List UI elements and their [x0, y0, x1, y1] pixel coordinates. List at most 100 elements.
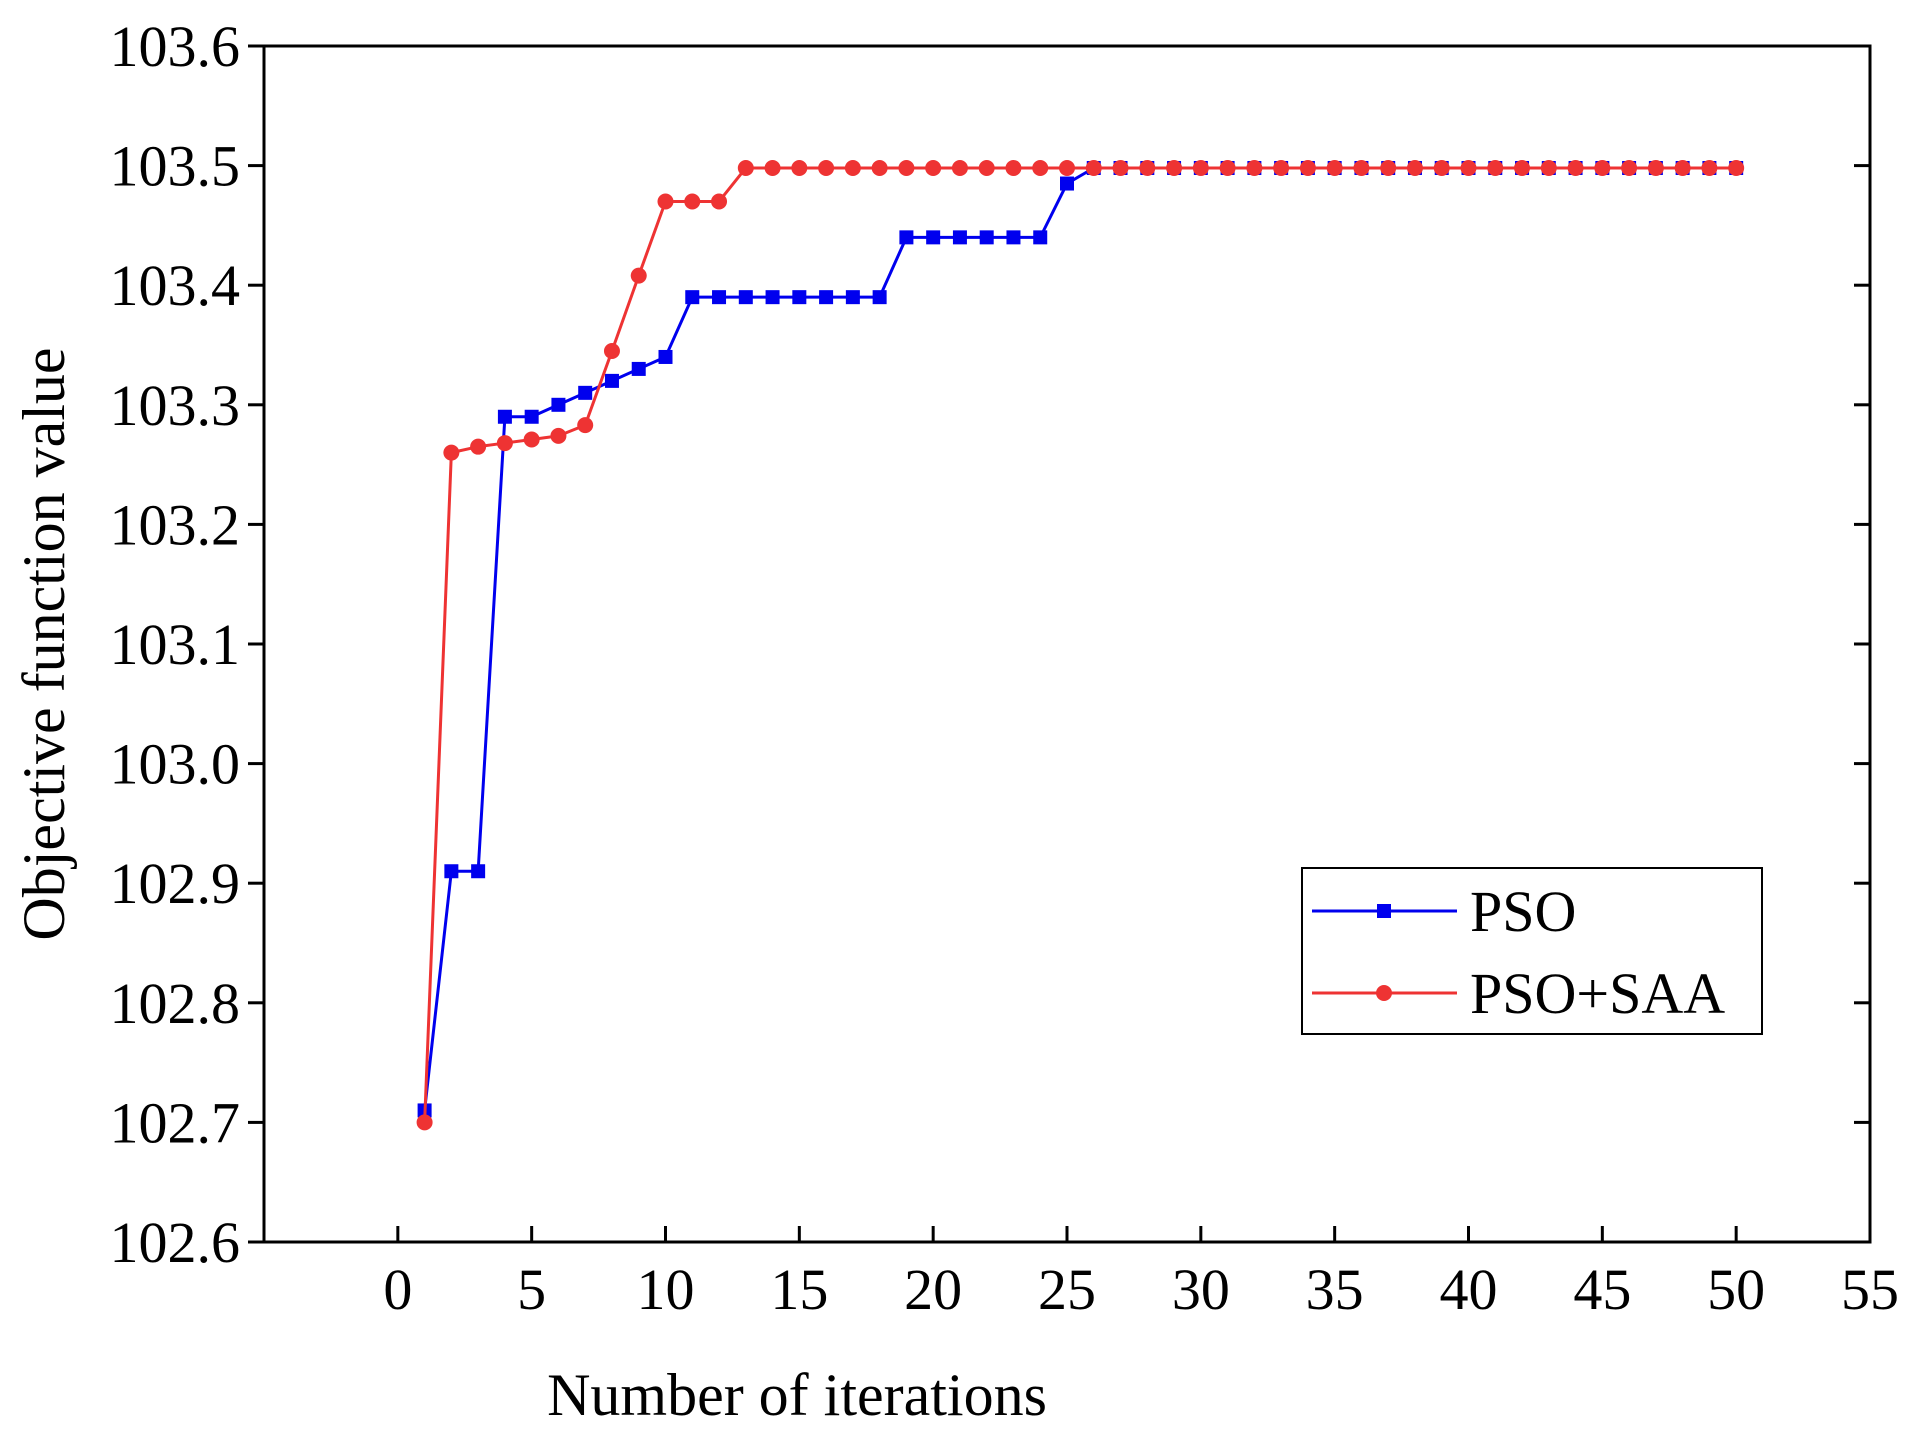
data-point-pso-saa: [1032, 159, 1049, 176]
data-point-pso-saa: [791, 159, 808, 176]
data-point-pso: [471, 864, 486, 879]
data-point-pso: [604, 373, 619, 388]
y-axis-ticks: 102.6 102.7 102.8 102.9 103.0 103.1 103.2 103.3…: [110, 14, 1870, 1275]
data-point-pso-saa: [1514, 159, 1531, 176]
data-point-pso: [845, 290, 860, 305]
data-point-pso-saa: [1192, 159, 1209, 176]
y-tick-label: 102.6: [110, 1210, 241, 1275]
y-tick-label: 103.4: [110, 253, 241, 318]
data-point-pso: [685, 290, 700, 305]
x-tick-label: 30: [1172, 1257, 1230, 1322]
data-point-pso-saa: [871, 159, 888, 176]
y-tick-label: 103.0: [110, 732, 241, 797]
data-point-pso: [979, 230, 994, 245]
data-point-pso-saa: [1246, 159, 1263, 176]
data-point-pso-saa: [737, 159, 754, 176]
data-point-pso: [792, 290, 807, 305]
data-point-pso-saa: [1219, 159, 1236, 176]
data-point-pso: [712, 290, 727, 305]
y-tick-label: 103.5: [110, 134, 241, 199]
data-point-pso-saa: [1594, 159, 1611, 176]
data-point-pso-saa: [978, 159, 995, 176]
y-tick-label: 102.9: [110, 851, 241, 916]
data-point-pso-saa: [844, 159, 861, 176]
data-point-pso-saa: [818, 159, 835, 176]
data-point-pso-saa: [1701, 159, 1718, 176]
data-point-pso-saa: [1380, 159, 1397, 176]
data-point-pso: [578, 385, 593, 400]
x-tick-label: 45: [1573, 1257, 1631, 1322]
plot-frame: [262, 44, 1872, 1244]
y-tick-label: 103.6: [110, 14, 241, 79]
data-point-pso-saa: [1166, 159, 1183, 176]
data-point-pso-saa: [443, 444, 460, 461]
series-layer: [416, 159, 1745, 1131]
legend-pso-label: PSO: [1470, 879, 1576, 944]
data-point-pso-saa: [1406, 159, 1423, 176]
data-point-pso: [926, 230, 941, 245]
data-point-pso-saa: [1433, 159, 1450, 176]
data-point-pso: [738, 290, 753, 305]
data-point-pso: [1006, 230, 1021, 245]
data-point-pso-saa: [603, 342, 620, 359]
data-point-pso: [551, 397, 566, 412]
legend-pso-saa-marker: [1376, 985, 1392, 1001]
legend: PSO PSO+SAA: [1301, 867, 1763, 1035]
data-point-pso: [658, 349, 673, 364]
data-point-pso-saa: [764, 159, 781, 176]
y-axis-title: Objective function value: [11, 347, 77, 940]
data-point-pso: [952, 230, 967, 245]
data-point-pso-saa: [550, 427, 567, 444]
y-tick-label: 102.7: [110, 1090, 241, 1155]
data-point-pso-saa: [1621, 159, 1638, 176]
legend-box: [1301, 867, 1763, 1035]
data-point-pso-saa: [1112, 159, 1129, 176]
x-tick-label: 40: [1440, 1257, 1498, 1322]
data-point-pso-saa: [470, 438, 487, 455]
data-point-pso-saa: [1647, 159, 1664, 176]
data-point-pso-saa: [1005, 159, 1022, 176]
data-point-pso-saa: [1353, 159, 1370, 176]
x-tick-label: 0: [383, 1257, 412, 1322]
x-tick-label: 25: [1038, 1257, 1096, 1322]
y-tick-label: 103.3: [110, 373, 241, 438]
data-point-pso: [1033, 230, 1048, 245]
data-point-pso-saa: [1487, 159, 1504, 176]
data-point-pso-saa: [711, 193, 728, 210]
data-point-pso-saa: [1299, 159, 1316, 176]
data-point-pso-saa: [630, 267, 647, 284]
legend-pso-marker: [1377, 904, 1391, 918]
y-tick-label: 103.1: [110, 612, 241, 677]
y-tick-label: 103.2: [110, 492, 241, 557]
x-tick-label: 15: [770, 1257, 828, 1322]
data-point-pso-saa: [1674, 159, 1691, 176]
data-point-pso-saa: [684, 193, 701, 210]
x-tick-label: 10: [637, 1257, 695, 1322]
data-point-pso-saa: [1059, 159, 1075, 176]
data-point-pso: [631, 361, 646, 376]
data-point-pso: [444, 864, 459, 879]
x-tick-label: 35: [1306, 1257, 1364, 1322]
data-point-pso-saa: [1460, 159, 1477, 176]
data-point-pso-saa: [577, 417, 594, 434]
x-tick-label: 55: [1841, 1257, 1899, 1322]
data-point-pso-saa: [951, 159, 968, 176]
data-point-pso-saa: [1728, 159, 1745, 176]
data-point-pso-saa: [657, 193, 674, 210]
x-axis-ticks: 0 5 10 15 20 25 30 35 40 45 50 55: [383, 1226, 1899, 1322]
data-point-pso: [872, 290, 887, 305]
data-point-pso-saa: [1273, 159, 1290, 176]
data-point-pso-saa: [898, 159, 915, 176]
data-point-pso-saa: [523, 431, 540, 448]
data-point-pso-saa: [1567, 159, 1584, 176]
x-tick-label: 50: [1707, 1257, 1765, 1322]
x-axis-title: Number of iterations: [547, 1362, 1047, 1428]
data-point-pso: [1060, 176, 1074, 191]
data-point-pso-saa: [1540, 159, 1557, 176]
data-point-pso: [819, 290, 834, 305]
data-point-pso-saa: [416, 1114, 433, 1131]
data-point-pso: [497, 409, 512, 424]
legend-pso-saa-label: PSO+SAA: [1470, 961, 1725, 1026]
data-point-pso-saa: [1085, 159, 1102, 176]
data-point-pso-saa: [1139, 159, 1156, 176]
